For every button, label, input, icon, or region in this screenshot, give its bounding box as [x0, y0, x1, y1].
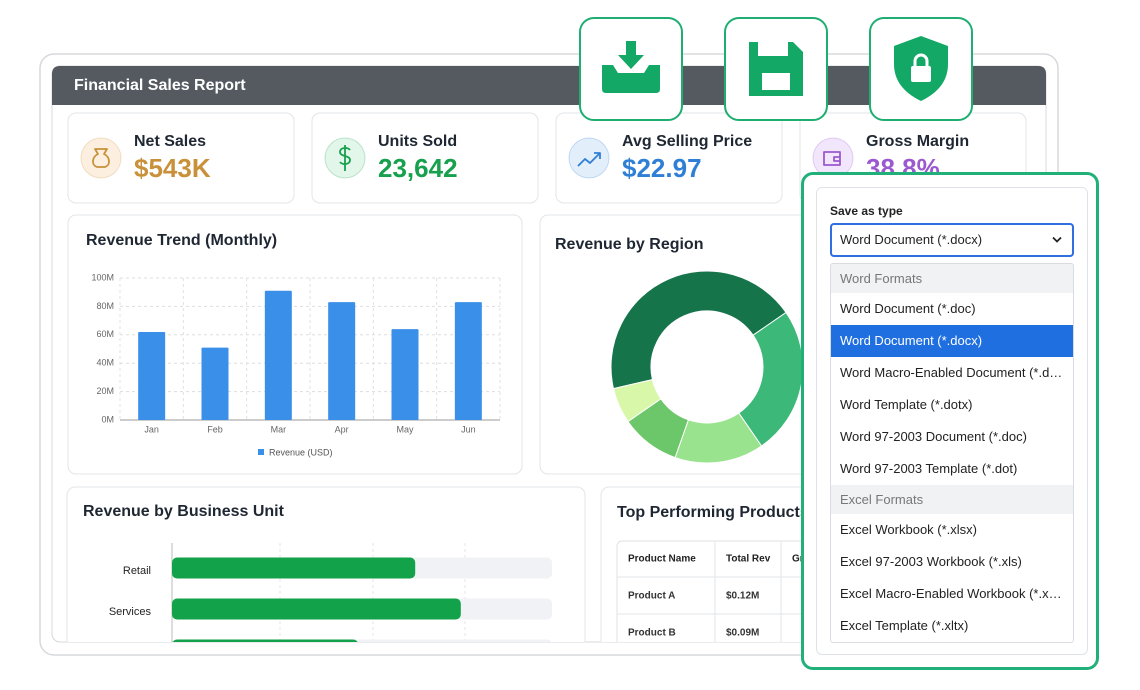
donut-slice [610, 270, 787, 390]
table-cell: $0.12M [726, 591, 759, 602]
y-tick-label: 100M [91, 272, 114, 282]
lock-shackle [913, 53, 929, 66]
bar [138, 331, 166, 420]
y-tick-label: 20M [96, 386, 114, 396]
y-tick-label: 80M [96, 301, 114, 311]
option[interactable]: Word Template (*.dotx) [840, 397, 973, 412]
y-tick-label: 0M [101, 414, 114, 424]
bar [172, 557, 416, 579]
option[interactable]: Word Document (*.docx) [831, 325, 1073, 357]
kpi-value: $22.97 [622, 153, 702, 183]
kpi-value: 23,642 [378, 153, 458, 183]
option[interactable]: Excel Template (*.xltx) [840, 618, 969, 633]
bar [172, 598, 461, 620]
kpi-glyph [823, 151, 841, 166]
card [311, 112, 539, 204]
option-group: Word Formats [831, 264, 1073, 293]
kpi-glyph [339, 145, 351, 171]
bar [201, 347, 229, 420]
table-cell: Product A [628, 591, 675, 602]
table-title: Top Performing Products [617, 504, 809, 521]
option-group: Excel Formats [831, 485, 1073, 514]
kpi-icon [568, 137, 610, 179]
x-tick-label: Mar [271, 424, 287, 434]
option[interactable]: Excel Macro-Enabled Workbook (*.xlsm) [840, 586, 1073, 601]
x-tick-label: Apr [335, 424, 349, 434]
chevron [1052, 236, 1062, 243]
select-value: Word Document (*.docx) [840, 232, 983, 247]
dialog-panel: Save as type Word Document (*.docx) Word… [816, 187, 1088, 655]
kpi-icon [80, 137, 122, 179]
lock-body [911, 66, 931, 82]
option[interactable]: Word Document (*.doc) [840, 301, 976, 316]
save-icon [749, 42, 803, 96]
column-header: Total Rev [726, 554, 771, 565]
download-icon [602, 65, 660, 93]
content: Net Sales $543K Units Sold 23,642 Avg Sellin… [66, 112, 1042, 642]
option[interactable]: Word 97-2003 Document (*.doc) [840, 429, 1027, 444]
card [67, 214, 523, 475]
option-list: Word Formats Word Document (*.doc) Word Do… [830, 263, 1074, 643]
column-header: Product Name [628, 554, 696, 565]
bar [391, 329, 419, 420]
kpi-value: $543K [134, 153, 211, 183]
bar [328, 302, 356, 420]
bar [264, 290, 292, 420]
kpi-label: Units Sold [378, 133, 457, 150]
y-tick-label: 60M [96, 329, 114, 339]
field-label: Save as type [830, 204, 903, 218]
chart-title: Revenue by Business Unit [83, 503, 285, 520]
legend-swatch [258, 449, 264, 455]
table-cell: Product B [628, 628, 676, 639]
card [67, 112, 295, 204]
kpi-label: Net Sales [134, 133, 206, 150]
report-title: Financial Sales Report [74, 77, 246, 94]
donut-slice [612, 378, 662, 423]
legend-label: Revenue (USD) [269, 447, 333, 457]
bar [172, 639, 358, 642]
toolbar [579, 17, 973, 121]
bar [454, 302, 482, 420]
kpi-glyph [92, 148, 110, 168]
type-select[interactable]: Word Document (*.docx) [830, 223, 1074, 257]
save-dialog: Save as type Word Document (*.docx) Word… [801, 172, 1099, 670]
x-tick-label: Feb [207, 424, 223, 434]
option[interactable]: Word Macro-Enabled Document (*.docm) [840, 365, 1073, 380]
chart-title: Revenue Trend (Monthly) [86, 232, 277, 249]
option[interactable]: Excel Workbook (*.xlsx) [840, 522, 978, 537]
x-tick-label: Jan [144, 424, 159, 434]
option[interactable]: Excel 97-2003 Workbook (*.xls) [840, 554, 1022, 569]
x-tick-label: May [396, 424, 414, 434]
option[interactable]: Word 97-2003 Template (*.dot) [840, 461, 1018, 476]
chart-title: Revenue by Region [555, 236, 703, 253]
y-tick-label: Services [109, 606, 152, 618]
kpi-label: Avg Selling Price [622, 133, 752, 150]
table-cell: $0.09M [726, 628, 759, 639]
y-tick-label: Retail [123, 565, 151, 577]
kpi-label: Gross Margin [866, 133, 969, 150]
download-arrow [618, 41, 644, 69]
kpi-glyph [577, 152, 601, 167]
y-tick-label: 40M [96, 358, 114, 368]
x-tick-label: Jun [461, 424, 476, 434]
